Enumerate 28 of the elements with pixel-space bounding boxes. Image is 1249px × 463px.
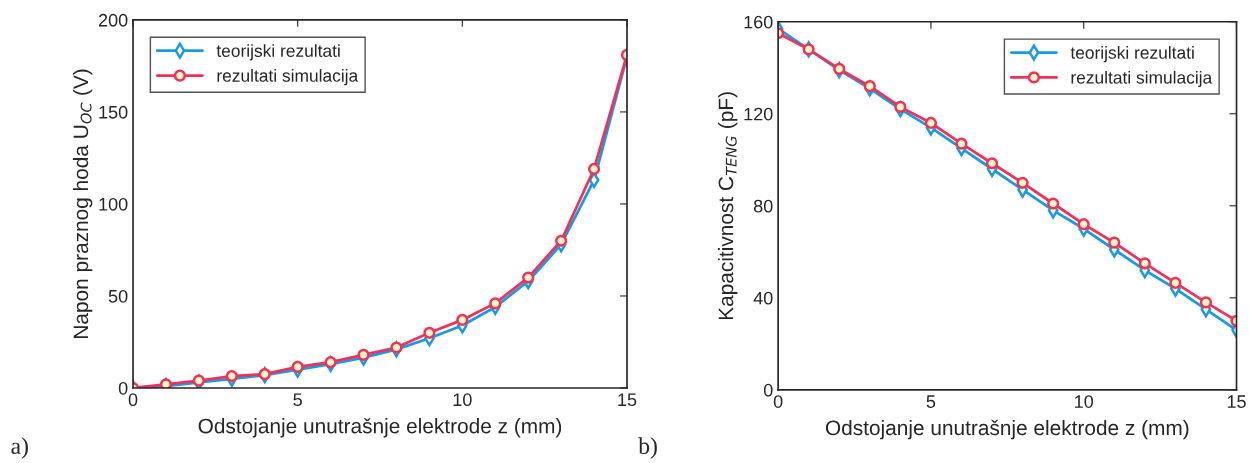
y-tick-label: 160 <box>744 15 773 29</box>
x-tick-label: 0 <box>773 395 783 408</box>
y-tick-label: 200 <box>98 13 128 27</box>
y-tick-label: 80 <box>753 199 773 213</box>
y-axis-title: Napon praznog hoda U$_{OC}$ (V) <box>72 69 93 338</box>
legend-label: rezultati simulacija <box>1071 70 1213 88</box>
x-tick-label: 5 <box>926 395 936 408</box>
legend-label: teorijski rezultati <box>216 44 340 61</box>
y-tick-label: 120 <box>744 107 773 121</box>
y-tick-label: 40 <box>753 291 773 305</box>
legend-label: rezultati simulacija <box>217 69 359 86</box>
x-tick-label: 0 <box>128 393 138 407</box>
y-tick-label: 50 <box>108 289 128 303</box>
y-tick-label: 100 <box>99 197 128 211</box>
y-tick-label: 0 <box>118 381 128 395</box>
text: a) <box>11 437 28 459</box>
x-axis-title: Odstojanje unutrašnje elektrode z (mm) <box>198 418 562 438</box>
x-tick-label: 10 <box>453 393 472 407</box>
x-axis-title: Odstojanje unutrašnje elektrode z (mm) <box>825 419 1189 440</box>
y-tick-label: 150 <box>99 105 128 119</box>
x-tick-label: 5 <box>293 393 302 407</box>
y-tick-label: 0 <box>763 383 773 397</box>
x-tick-label: 10 <box>1075 395 1094 408</box>
y-axis-title: Kapacitivnost C$_{TENG}$ (pF) <box>718 92 738 320</box>
text: b) <box>638 437 657 459</box>
x-tick-label: 15 <box>618 393 637 407</box>
x-tick-label: 15 <box>1227 395 1246 408</box>
legend-label: teorijski rezultati <box>1070 46 1194 63</box>
